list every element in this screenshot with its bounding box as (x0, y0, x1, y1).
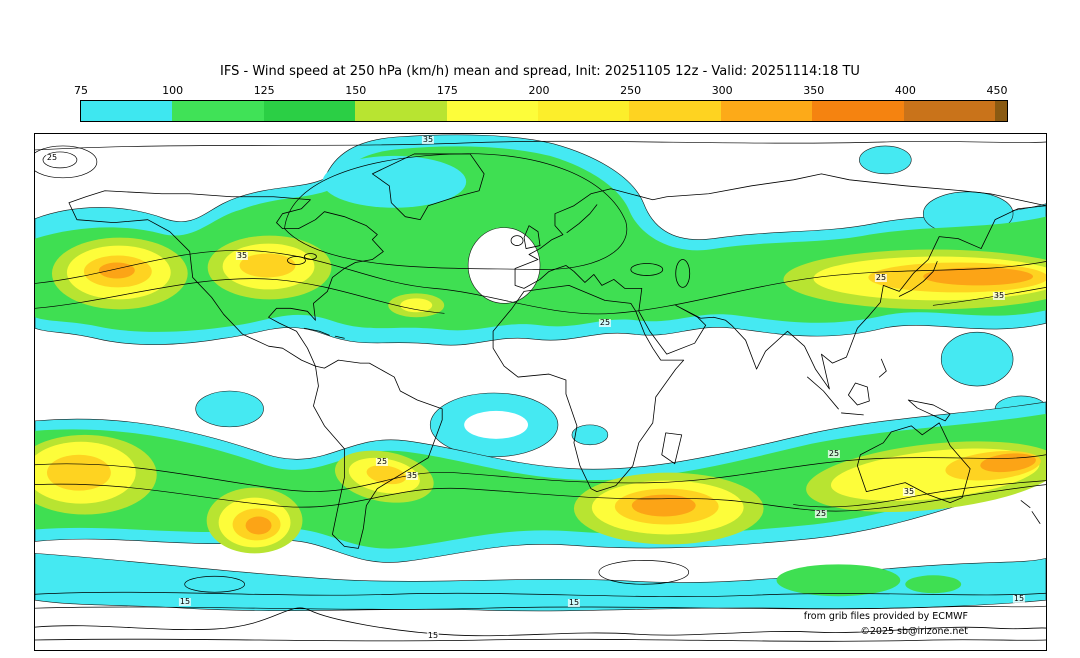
island-madagascar (661, 432, 683, 465)
colorbar-segment (538, 101, 630, 121)
baltic-coast (566, 204, 598, 234)
antarctica-coast (35, 607, 1046, 637)
contour-label: 15 (1012, 594, 1026, 603)
spread-contours (35, 140, 1046, 610)
colorbar-tick: 300 (711, 84, 733, 97)
colorbar-segment (355, 101, 447, 121)
colorbar-tick: 350 (803, 84, 825, 97)
colorbar-tick: 175 (436, 84, 458, 97)
colorbar-tick: 450 (986, 84, 1008, 97)
continent-australia (856, 422, 971, 503)
colorbar-ticks: 75 100 125 150 175 200 250 300 350 400 450 (74, 84, 1009, 97)
island-new-guinea (907, 399, 951, 422)
colorbar-segment (995, 101, 1008, 121)
contour-label: 35 (405, 471, 419, 480)
contour-label: 35 (421, 135, 435, 144)
contour-label: 25 (827, 449, 841, 458)
antarctica-coast-2 (35, 638, 1046, 642)
contour-label: 15 (426, 631, 440, 640)
island-ireland (510, 235, 524, 246)
colorbar-segment (172, 101, 264, 121)
colorbar-tick: 125 (253, 84, 275, 97)
contour-label: 25 (375, 457, 389, 466)
wind-speed-fill-regions (35, 134, 1046, 612)
world-map-svg (35, 134, 1046, 642)
credit-source: from grib files provided by ECMWF (803, 611, 968, 622)
caspian-sea (675, 259, 691, 288)
contour-label: 15 (567, 598, 581, 607)
contour-label: 35 (992, 291, 1006, 300)
colorbar-segment (263, 101, 356, 121)
colorbar-tick: 250 (620, 84, 642, 97)
contour-label: 25 (814, 509, 828, 518)
contour-label: 25 (45, 153, 59, 162)
continent-africa (492, 285, 685, 493)
polar-cyan-band (35, 553, 1046, 612)
island-sumatra (807, 376, 839, 410)
colorbar-tick: 75 (74, 84, 88, 97)
contour-label: 25 (598, 318, 612, 327)
contour-label: 15 (178, 597, 192, 606)
island-borneo (847, 382, 870, 406)
colorbar-segment (446, 101, 539, 121)
continent-north-america (68, 190, 384, 367)
contour-label: 35 (235, 251, 249, 260)
continent-eurasia (514, 173, 1046, 390)
greenland-white-hole (467, 227, 541, 304)
arctic-cyan-patch (322, 155, 467, 208)
colorbar-tick: 100 (162, 84, 184, 97)
coastlines (35, 153, 1046, 642)
colorbar-tick: 200 (528, 84, 550, 97)
cyan-patch-arctic-east (859, 145, 912, 175)
continent-south-america (313, 359, 443, 549)
island-new-zealand (1020, 500, 1041, 524)
colorbar-tick: 400 (894, 84, 916, 97)
island-java (841, 412, 864, 416)
colorbar-segment (812, 101, 904, 121)
map-area: from grib files provided by ECMWF ©2025 … (34, 133, 1047, 651)
colorbar-tick: 150 (345, 84, 367, 97)
chart-title: IFS - Wind speed at 250 hPa (km/h) mean … (220, 64, 860, 79)
contour-label: 35 (902, 487, 916, 496)
colorbar-segment (81, 101, 173, 121)
island-uk (523, 225, 541, 249)
island-philippines (878, 358, 887, 378)
island-cuba (304, 327, 330, 336)
colorbar-segment (629, 101, 721, 121)
island-japan (898, 261, 938, 297)
contour-label: 25 (874, 273, 888, 282)
island-hispaniola (335, 335, 345, 339)
colorbar-bar (80, 100, 1008, 122)
colorbar-segment (903, 101, 996, 121)
credit-copyright: ©2025 sb@irizone.net (860, 626, 968, 637)
colorbar-segment (720, 101, 813, 121)
black-sea (630, 263, 664, 276)
